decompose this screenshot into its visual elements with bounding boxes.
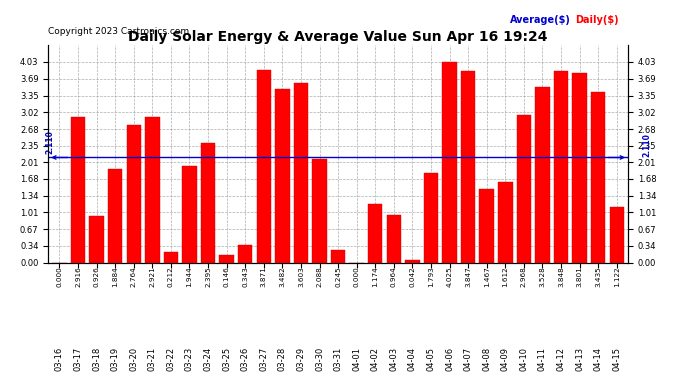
- Bar: [108, 169, 122, 262]
- Text: 03-28: 03-28: [278, 347, 287, 371]
- Bar: [368, 204, 382, 262]
- Bar: [71, 117, 86, 262]
- Text: 04-12: 04-12: [557, 347, 566, 371]
- Text: 3.801: 3.801: [577, 266, 582, 287]
- Bar: [257, 70, 271, 262]
- Text: 03-23: 03-23: [185, 347, 194, 371]
- Text: 2.110: 2.110: [46, 130, 55, 153]
- Bar: [517, 115, 531, 262]
- Text: 2.395: 2.395: [205, 266, 211, 287]
- Text: 0.146: 0.146: [224, 266, 230, 287]
- Text: 3.848: 3.848: [558, 266, 564, 287]
- Text: 04-02: 04-02: [371, 347, 380, 371]
- Text: 04-15: 04-15: [612, 347, 621, 371]
- Text: 04-08: 04-08: [482, 347, 491, 371]
- Text: 3.871: 3.871: [261, 266, 267, 287]
- Bar: [182, 166, 197, 262]
- Text: 1.884: 1.884: [112, 266, 118, 287]
- Text: 03-27: 03-27: [259, 347, 268, 371]
- Text: 3.603: 3.603: [298, 266, 304, 287]
- Text: 03-25: 03-25: [222, 347, 231, 371]
- Bar: [535, 87, 550, 262]
- Text: 03-26: 03-26: [241, 347, 250, 371]
- Bar: [331, 250, 346, 262]
- Bar: [386, 214, 401, 262]
- Text: 3.482: 3.482: [279, 266, 286, 287]
- Text: 03-20: 03-20: [129, 347, 138, 371]
- Title: Daily Solar Energy & Average Value Sun Apr 16 19:24: Daily Solar Energy & Average Value Sun A…: [128, 30, 548, 44]
- Bar: [294, 83, 308, 262]
- Text: 2.088: 2.088: [317, 266, 322, 287]
- Bar: [313, 159, 327, 262]
- Text: 04-10: 04-10: [520, 347, 529, 371]
- Text: 1.944: 1.944: [186, 266, 193, 287]
- Text: 04-03: 04-03: [389, 347, 398, 371]
- Text: 0.000: 0.000: [57, 266, 63, 287]
- Text: 04-13: 04-13: [575, 347, 584, 371]
- Text: 03-19: 03-19: [110, 347, 119, 371]
- Bar: [609, 207, 624, 262]
- Text: 04-07: 04-07: [464, 347, 473, 371]
- Text: 1.793: 1.793: [428, 266, 434, 287]
- Text: Copyright 2023 Cartronics.com: Copyright 2023 Cartronics.com: [48, 27, 190, 36]
- Text: 0.212: 0.212: [168, 266, 174, 287]
- Text: 3.528: 3.528: [540, 266, 546, 287]
- Text: 0.926: 0.926: [94, 266, 99, 287]
- Text: 0.042: 0.042: [409, 266, 415, 287]
- Text: 03-29: 03-29: [297, 347, 306, 371]
- Text: 0.000: 0.000: [354, 266, 359, 287]
- Bar: [126, 125, 141, 262]
- Text: 03-17: 03-17: [74, 347, 83, 371]
- Bar: [573, 74, 586, 262]
- Text: 3.435: 3.435: [595, 266, 601, 287]
- Text: 2.764: 2.764: [130, 266, 137, 287]
- Text: 03-22: 03-22: [166, 347, 175, 371]
- Text: 03-30: 03-30: [315, 347, 324, 371]
- Bar: [424, 173, 438, 262]
- Bar: [164, 252, 178, 262]
- Text: 04-09: 04-09: [501, 347, 510, 371]
- Text: 04-14: 04-14: [593, 347, 602, 371]
- Text: 0.964: 0.964: [391, 266, 397, 287]
- Text: 4.025: 4.025: [446, 266, 453, 287]
- Bar: [591, 92, 605, 262]
- Text: 04-04: 04-04: [408, 347, 417, 371]
- Text: 1.122: 1.122: [613, 266, 620, 287]
- Bar: [461, 71, 475, 262]
- Bar: [498, 182, 513, 262]
- Text: 2.916: 2.916: [75, 266, 81, 287]
- Text: 1.467: 1.467: [484, 266, 490, 287]
- Legend: Average($), Daily($): Average($), Daily($): [506, 11, 623, 28]
- Bar: [90, 216, 104, 262]
- Text: 03-24: 03-24: [204, 347, 213, 371]
- Text: 2.968: 2.968: [521, 266, 527, 287]
- Text: 0.343: 0.343: [242, 266, 248, 287]
- Bar: [145, 117, 159, 262]
- Text: 2.110: 2.110: [642, 134, 651, 158]
- Text: 1.174: 1.174: [372, 266, 378, 287]
- Bar: [480, 189, 494, 262]
- Text: 04-11: 04-11: [538, 347, 547, 371]
- Text: 2.921: 2.921: [149, 266, 155, 287]
- Bar: [238, 245, 253, 262]
- Text: 04-05: 04-05: [426, 347, 435, 371]
- Text: 03-21: 03-21: [148, 347, 157, 371]
- Text: 04-06: 04-06: [445, 347, 454, 371]
- Text: 03-16: 03-16: [55, 347, 64, 371]
- Bar: [275, 89, 290, 262]
- Bar: [442, 62, 457, 262]
- Text: 03-31: 03-31: [333, 347, 343, 371]
- Text: 3.847: 3.847: [465, 266, 471, 287]
- Text: 0.245: 0.245: [335, 266, 341, 287]
- Text: 03-18: 03-18: [92, 347, 101, 371]
- Bar: [219, 255, 234, 262]
- Bar: [201, 143, 215, 262]
- Bar: [554, 71, 569, 262]
- Text: 1.612: 1.612: [502, 266, 509, 287]
- Text: 04-01: 04-01: [352, 347, 361, 371]
- Bar: [405, 260, 420, 262]
